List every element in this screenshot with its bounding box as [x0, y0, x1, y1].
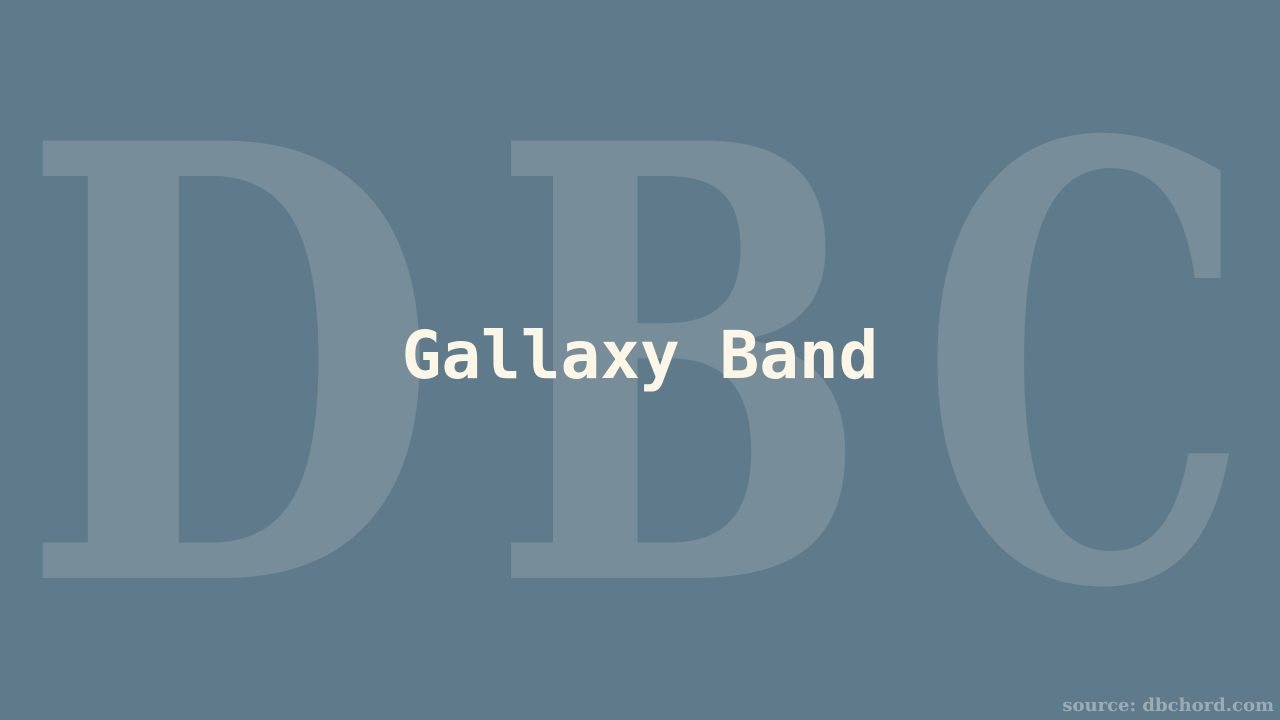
watermark-letter-c: C — [920, 15, 1250, 720]
song-title: Gallaxy Band — [401, 317, 879, 394]
watermark-letter-d: D — [20, 15, 440, 720]
source-credit: source: dbchord.com — [1062, 695, 1274, 716]
watermark-letter-b: B — [490, 15, 870, 720]
